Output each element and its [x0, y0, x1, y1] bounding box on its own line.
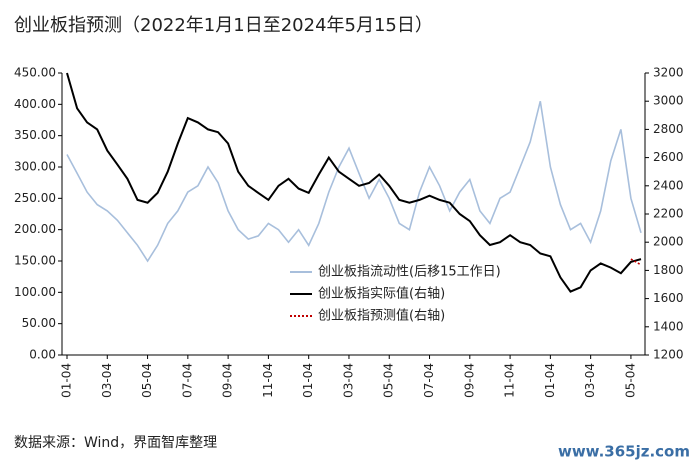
y-tick-label: 400.00: [14, 97, 56, 111]
x-tick-label: 11-04: [261, 363, 275, 398]
x-tick-label: 05-04: [623, 363, 637, 398]
y2-tick-label: 3000: [653, 94, 684, 108]
y2-tick-label: 2800: [653, 122, 684, 136]
y-tick-label: 300.00: [14, 160, 56, 174]
y2-tick-label: 2200: [653, 207, 684, 221]
x-tick-label: 07-04: [422, 363, 436, 398]
y2-tick-label: 2000: [653, 235, 684, 249]
y-tick-label: 450.00: [14, 66, 56, 80]
x-tick-label: 09-04: [221, 363, 235, 398]
x-tick-label: 05-04: [382, 363, 396, 398]
x-tick-label: 05-04: [140, 363, 154, 398]
x-tick-label: 01-04: [543, 363, 557, 398]
legend-label: 创业板指流动性(后移15工作日): [318, 265, 501, 280]
y-tick-label: 350.00: [14, 128, 56, 142]
x-tick-label: 09-04: [462, 363, 476, 398]
y2-tick-label: 1800: [653, 263, 684, 277]
x-tick-label: 07-04: [180, 363, 194, 398]
x-tick-label: 01-04: [301, 363, 315, 398]
watermark: www.365jz.com: [558, 443, 690, 461]
x-tick-label: 01-04: [60, 363, 74, 398]
legend-label: 创业板指实际值(右轴): [318, 286, 445, 302]
chart-title: 创业板指预测（2022年1月1日至2024年5月15日）: [14, 15, 433, 36]
y-tick-label: 0.00: [29, 348, 56, 362]
y2-tick-label: 1600: [653, 291, 684, 305]
y-tick-label: 150.00: [14, 254, 56, 268]
y2-tick-label: 1200: [653, 348, 684, 362]
y-tick-label: 250.00: [14, 191, 56, 205]
y-tick-label: 50.00: [22, 316, 56, 330]
y2-tick-label: 1400: [653, 319, 684, 333]
x-tick-label: 03-04: [341, 363, 355, 398]
series-line: [630, 258, 642, 266]
series-line: [66, 72, 642, 293]
y2-tick-label: 2400: [653, 178, 684, 192]
source: 数据来源：Wind，界面智库整理: [14, 435, 217, 451]
x-tick-label: 03-04: [583, 363, 597, 398]
y2-tick-label: 3200: [653, 66, 684, 80]
y-tick-label: 200.00: [14, 222, 56, 236]
series-line: [66, 101, 642, 263]
x-tick-label: 11-04: [503, 363, 517, 398]
y2-tick-label: 2600: [653, 150, 684, 164]
legend-label: 创业板指预测值(右轴): [318, 308, 445, 324]
y-tick-label: 100.00: [14, 285, 56, 299]
x-tick-label: 03-04: [100, 363, 114, 398]
